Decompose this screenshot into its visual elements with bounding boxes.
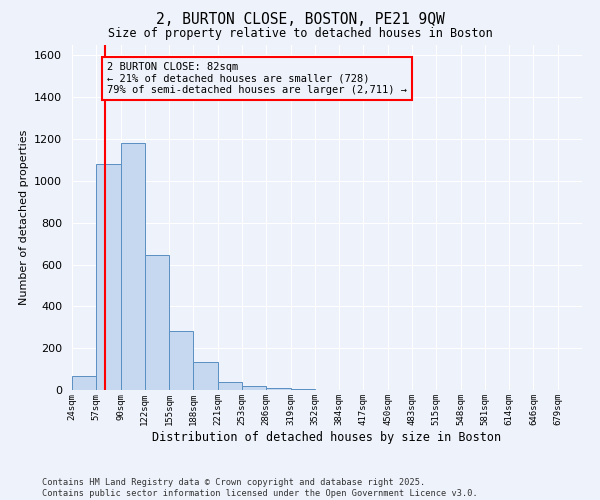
Bar <box>266 388 290 390</box>
Bar <box>242 386 266 390</box>
Text: 2, BURTON CLOSE, BOSTON, PE21 9QW: 2, BURTON CLOSE, BOSTON, PE21 9QW <box>155 12 445 28</box>
Y-axis label: Number of detached properties: Number of detached properties <box>19 130 29 305</box>
Text: Size of property relative to detached houses in Boston: Size of property relative to detached ho… <box>107 28 493 40</box>
Text: Contains HM Land Registry data © Crown copyright and database right 2025.
Contai: Contains HM Land Registry data © Crown c… <box>42 478 478 498</box>
Bar <box>121 144 145 390</box>
Bar <box>72 376 96 390</box>
Bar <box>145 255 169 390</box>
Text: 2 BURTON CLOSE: 82sqm
← 21% of detached houses are smaller (728)
79% of semi-det: 2 BURTON CLOSE: 82sqm ← 21% of detached … <box>107 62 407 95</box>
X-axis label: Distribution of detached houses by size in Boston: Distribution of detached houses by size … <box>152 430 502 444</box>
Bar <box>96 164 121 390</box>
Bar <box>218 382 242 390</box>
Bar <box>193 362 218 390</box>
Bar <box>169 332 193 390</box>
Bar <box>290 389 315 390</box>
